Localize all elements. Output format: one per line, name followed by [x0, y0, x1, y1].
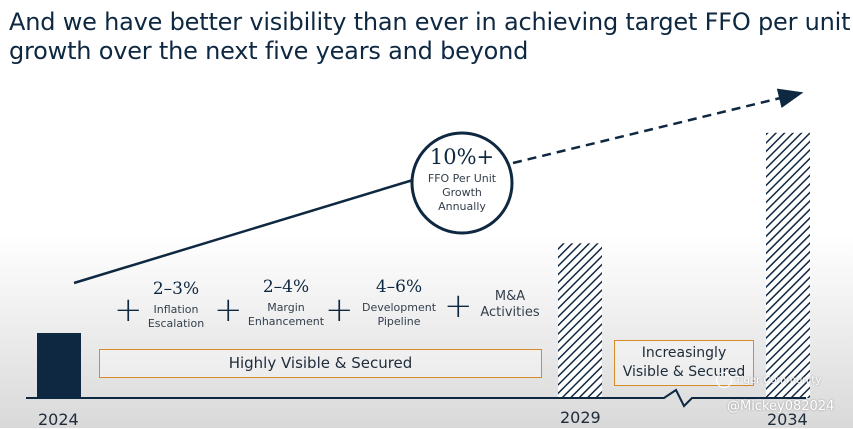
component-pct: 4–6% [375, 277, 423, 297]
component-inflation: 2–3% Inflation Escalation [140, 279, 212, 331]
increasing-line-2: Visible & Secured [622, 364, 746, 380]
year-label-2034: 2034 [767, 410, 808, 429]
plus-sign-1: + [114, 290, 143, 330]
secured-box: Highly Visible & Secured [99, 349, 542, 378]
component-label: M&A Activities [480, 289, 540, 320]
watermark-user: @Mickey082024 [727, 399, 835, 414]
component-development: 4–6% Development Pipeline [358, 277, 440, 329]
component-margin: 2–4% Margin Enhancement [245, 277, 327, 329]
growth-callout: 10%+ FFO Per Unit Growth Annually [411, 130, 513, 234]
increasing-line-1: Increasingly [641, 345, 727, 361]
title-line-1: And we have better visibility than ever … [9, 8, 851, 36]
year-label-2029: 2029 [560, 408, 601, 427]
page-title: And we have better visibility than ever … [9, 8, 851, 66]
growth-sublabel: FFO Per Unit Growth Annually [427, 172, 497, 213]
year-label-2024: 2024 [38, 410, 79, 429]
trend-line-dashed [512, 88, 804, 165]
x-axis [26, 388, 806, 408]
trend-line-solid [73, 178, 414, 285]
bar-2029 [558, 243, 602, 398]
bar-2024 [37, 333, 81, 398]
plus-sign-3: + [325, 290, 354, 330]
component-pct: 2–4% [262, 277, 310, 297]
watermark-brand-text: Tiger Community [735, 375, 822, 386]
title-line-2: growth over the next five years and beyo… [9, 37, 529, 65]
growth-circle [410, 131, 514, 235]
component-ma: M&A Activities [478, 289, 542, 321]
plus-sign-2: + [214, 290, 243, 330]
tiger-logo-icon [716, 372, 732, 388]
component-label: Inflation Escalation [147, 303, 205, 330]
watermark-brand: Tiger Community [716, 372, 821, 388]
growth-percent: 10%+ [429, 145, 495, 169]
component-pct: 2–3% [152, 279, 200, 299]
component-label: Development Pipeline [361, 301, 437, 328]
bar-2034 [766, 132, 810, 399]
component-label: Margin Enhancement [247, 301, 325, 328]
plus-sign-4: + [444, 286, 473, 326]
